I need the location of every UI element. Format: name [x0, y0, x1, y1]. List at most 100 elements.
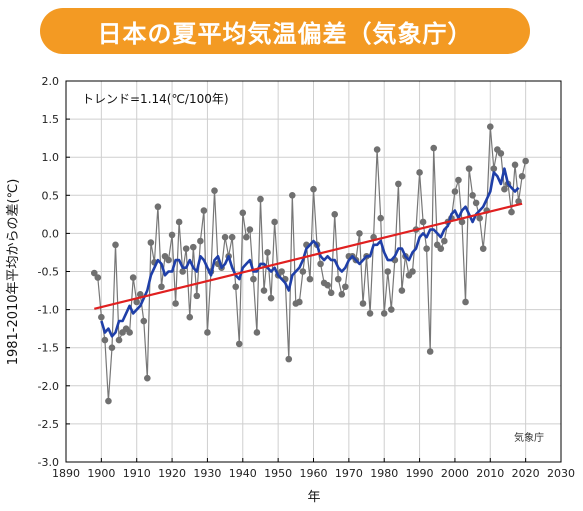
annual-point — [296, 298, 303, 306]
x-tick-label: 1940 — [229, 467, 257, 480]
annual-point — [472, 199, 480, 207]
trend-line — [94, 202, 523, 310]
annual-point — [437, 245, 445, 252]
annual-point — [144, 374, 151, 382]
grid-lines — [65, 80, 562, 463]
annual-point — [377, 214, 384, 222]
annual-point — [221, 233, 229, 241]
annual-point — [497, 150, 505, 157]
y-tick-label: -1.0 — [38, 304, 59, 317]
annual-point — [479, 245, 487, 252]
x-tick-label: 2020 — [512, 467, 540, 480]
trend-annotation: トレンド=1.14(℃/100年) — [82, 92, 229, 106]
annual-point — [267, 294, 275, 302]
x-tick-label: 1980 — [370, 467, 398, 480]
annual-point — [359, 300, 367, 307]
annual-point — [373, 146, 381, 153]
annual-point — [154, 203, 162, 211]
annual-point — [285, 355, 293, 363]
y-tick-label: -0.5 — [38, 266, 59, 279]
annual-point — [246, 226, 254, 233]
annual-point — [165, 256, 172, 264]
x-tick-label: 1990 — [406, 467, 434, 480]
annual-point — [409, 268, 416, 275]
annual-point — [250, 275, 257, 283]
y-tick-label: 0.0 — [42, 227, 60, 240]
annual-point — [441, 237, 448, 245]
annual-point — [211, 187, 218, 195]
annual-point — [342, 283, 349, 291]
annual-point — [331, 211, 339, 218]
annual-point — [423, 245, 430, 252]
annual-point — [126, 329, 133, 336]
annual-point — [387, 306, 395, 313]
annual-point — [260, 287, 268, 294]
annual-point — [465, 165, 473, 172]
annual-point — [172, 300, 179, 307]
annual-point — [264, 249, 271, 256]
annual-point — [511, 161, 519, 169]
x-tick-label: 1890 — [52, 467, 80, 480]
x-axis-label: 年 — [307, 490, 320, 505]
y-tick-label: 0.5 — [42, 189, 60, 202]
annual-point — [324, 281, 331, 289]
x-tick-label: 1920 — [158, 467, 186, 480]
annual-point — [451, 188, 459, 195]
annual-point — [501, 185, 508, 193]
annual-point — [384, 268, 392, 275]
annual-point — [235, 340, 243, 348]
annual-point — [476, 214, 483, 222]
annual-point — [366, 310, 374, 317]
annual-point — [140, 317, 148, 325]
annual-point — [327, 289, 335, 297]
annual-point — [338, 291, 346, 298]
y-tick-label: -2.5 — [38, 418, 59, 431]
annual-point — [380, 310, 388, 317]
annual-point — [189, 243, 197, 251]
annual-point — [278, 268, 285, 275]
x-tick-label: 1970 — [335, 467, 363, 480]
x-tick-label: 1930 — [193, 467, 221, 480]
annual-point — [193, 292, 201, 300]
annual-point — [129, 274, 137, 281]
annual-point — [182, 245, 190, 252]
annual-point — [179, 268, 186, 275]
annual-point — [108, 344, 116, 352]
y-tick-label: -2.0 — [38, 380, 59, 393]
x-tick-label: 1910 — [123, 467, 151, 480]
y-tick-label: -1.5 — [38, 342, 59, 355]
annual-point — [257, 195, 264, 203]
annual-point — [90, 269, 98, 277]
annual-point — [115, 336, 123, 344]
trend-series — [94, 202, 523, 310]
annual-point — [486, 123, 494, 131]
y-tick-label: 1.0 — [42, 151, 60, 164]
annual-point — [356, 230, 363, 237]
annual-point — [239, 209, 247, 217]
annual-point — [232, 283, 240, 291]
annual-point — [101, 336, 109, 344]
x-tick-label: 2000 — [441, 467, 469, 480]
annual-point — [306, 275, 314, 283]
annual-point — [334, 275, 342, 283]
annual-point — [430, 144, 438, 152]
annual-point — [98, 313, 105, 321]
annual-point — [112, 241, 119, 249]
annual-point — [105, 397, 112, 405]
annual-point — [175, 218, 183, 226]
y-tick-label: 2.0 — [42, 75, 60, 88]
annual-point — [469, 192, 476, 199]
x-tick-label: 2010 — [476, 467, 504, 480]
annual-point — [310, 185, 317, 193]
x-tick-label: 1950 — [264, 467, 292, 480]
annual-point — [522, 157, 529, 165]
annual-point — [186, 313, 194, 321]
annual-point — [490, 165, 498, 172]
annual-point — [253, 329, 261, 336]
x-tick-label: 1960 — [300, 467, 328, 480]
x-tick-label: 2030 — [547, 467, 575, 480]
annual-point — [455, 176, 462, 184]
annual-point — [271, 218, 278, 226]
annual-point — [416, 169, 423, 176]
annual-point — [288, 192, 296, 199]
